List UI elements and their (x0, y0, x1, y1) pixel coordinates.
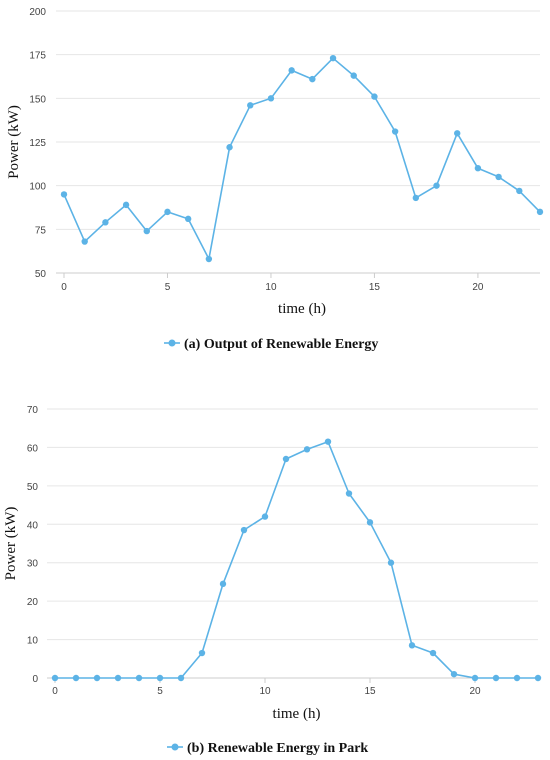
data-point (450, 670, 458, 678)
data-point (366, 519, 374, 526)
x-tick-label: 0 (52, 686, 58, 697)
data-point (282, 455, 290, 463)
data-point (516, 187, 523, 195)
data-point (492, 674, 500, 682)
x-tick-label: 20 (469, 686, 481, 697)
legend-marker (171, 743, 179, 751)
data-point (350, 72, 357, 79)
y-tick-label: 200 (29, 7, 46, 18)
data-point (433, 182, 440, 189)
y-tick-label: 30 (27, 559, 39, 570)
legend-label: (b) Renewable Energy in Park (187, 741, 368, 756)
data-point (114, 674, 122, 682)
data-point (164, 208, 171, 216)
data-point (156, 674, 164, 682)
data-point (329, 54, 337, 62)
data-point (454, 130, 461, 137)
data-point (177, 674, 185, 682)
y-axis-label: Power (kW) (6, 105, 22, 179)
data-point (513, 674, 521, 682)
legend: (a) Output of Renewable Energy (164, 337, 378, 352)
y-tick-label: 20 (27, 597, 39, 608)
y-axis-label: Power (kW) (3, 507, 19, 581)
data-point (198, 649, 206, 657)
data-point (93, 674, 101, 682)
y-tick-label: 125 (29, 138, 46, 149)
y-tick-label: 60 (27, 443, 39, 454)
data-point (408, 642, 416, 649)
data-point (536, 208, 544, 216)
data-point (345, 490, 353, 497)
data-point (309, 75, 316, 83)
data-point (60, 191, 68, 198)
data-point (412, 194, 420, 202)
data-point (247, 102, 254, 109)
data-point (429, 649, 437, 657)
data-point (534, 674, 542, 682)
data-point (391, 128, 399, 135)
data-point (226, 144, 233, 151)
data-point (471, 674, 479, 682)
data-point (102, 219, 109, 226)
y-tick-label: 150 (29, 94, 46, 105)
data-point (261, 513, 269, 520)
data-point (122, 201, 130, 209)
series-line (63, 57, 541, 260)
data-point (205, 255, 213, 263)
data-point (51, 674, 59, 682)
x-tick-label: 10 (259, 686, 271, 697)
y-tick-label: 50 (27, 482, 39, 493)
data-point (267, 95, 275, 102)
x-tick-label: 0 (61, 282, 67, 293)
legend-marker (168, 339, 176, 347)
y-tick-label: 50 (35, 269, 47, 280)
y-tick-label: 175 (29, 51, 46, 62)
x-tick-label: 20 (472, 282, 484, 293)
data-point (324, 438, 332, 445)
x-tick-label: 5 (165, 282, 171, 293)
y-tick-label: 75 (35, 225, 47, 236)
data-point (474, 165, 482, 172)
y-tick-label: 70 (27, 405, 39, 416)
data-point (184, 215, 192, 223)
data-point (143, 227, 150, 235)
y-tick-label: 100 (29, 182, 46, 193)
series-line (55, 440, 538, 679)
y-tick-label: 40 (27, 520, 39, 531)
data-point (135, 674, 143, 682)
legend: (b) Renewable Energy in Park (167, 741, 368, 756)
legend-label: (a) Output of Renewable Energy (184, 337, 378, 352)
chart-a: 50 75 100 125 150 175 200 0 5 10 15 20 time (h) Power… (6, 7, 544, 352)
x-tick-label: 10 (265, 282, 277, 293)
data-point (495, 173, 502, 181)
data-point (387, 559, 395, 566)
x-axis-label: time (h) (273, 706, 321, 722)
x-tick-label: 15 (369, 282, 381, 293)
x-tick-label: 5 (157, 686, 163, 697)
chart-b: 0 10 20 30 40 50 60 70 0 5 10 15 20 time (h) Power (kW… (3, 405, 542, 756)
data-point (240, 526, 248, 534)
x-tick-label: 15 (364, 686, 376, 697)
x-axis-label: time (h) (278, 301, 326, 317)
data-point (72, 674, 80, 682)
data-point (303, 446, 311, 453)
data-point (219, 580, 227, 588)
data-point (371, 93, 378, 100)
y-tick-label: 10 (27, 636, 39, 647)
y-tick-label: 0 (32, 674, 38, 685)
data-point (81, 238, 88, 245)
data-point (288, 67, 295, 74)
